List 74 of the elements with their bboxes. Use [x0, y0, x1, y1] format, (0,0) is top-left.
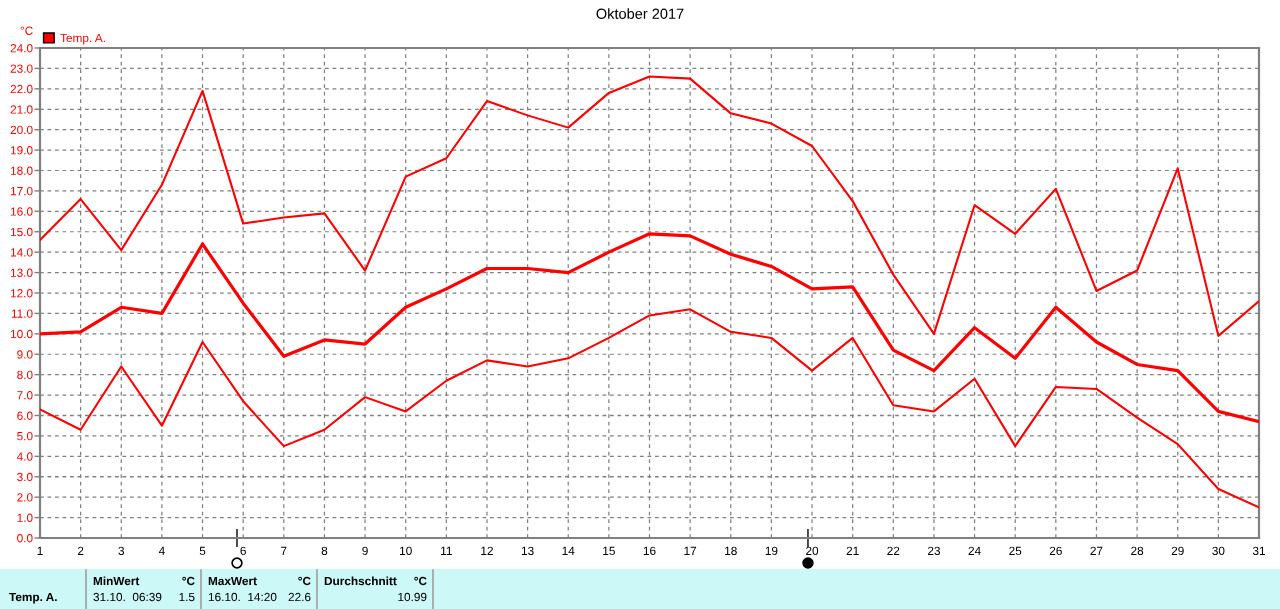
- x-tick-label: 28: [1131, 546, 1144, 555]
- x-tick-label: 31: [1252, 546, 1265, 555]
- chart-title: Oktober 2017: [596, 8, 684, 19]
- y-tick-label: 7.0: [17, 391, 33, 400]
- x-tick-label: 5: [199, 546, 206, 555]
- y-tick-label: 19.0: [10, 146, 33, 155]
- x-tick-label: 9: [362, 546, 368, 555]
- text: MinWert: [93, 576, 140, 586]
- x-tick-label: 18: [725, 546, 737, 555]
- y-tick-label: 2.0: [17, 493, 33, 502]
- x-tick-label: 3: [118, 546, 125, 555]
- text: MaxWert: [208, 576, 257, 586]
- y-axis-title: °C: [20, 26, 33, 35]
- y-tick-label: 8.0: [17, 370, 33, 380]
- x-tick-label: 13: [521, 546, 534, 555]
- y-tick-label: 6.0: [17, 411, 33, 420]
- x-tick-label: 17: [684, 546, 697, 555]
- y-tick-label: 5.0: [17, 431, 33, 441]
- x-tick-label: 6: [240, 546, 246, 555]
- y-tick-label: 21.0: [10, 105, 33, 114]
- y-tick-label: 23.0: [10, 64, 33, 73]
- text: Durchschnitt: [324, 576, 397, 586]
- text: °C: [414, 576, 427, 586]
- x-tick-label: 14: [562, 546, 575, 555]
- x-tick-label: 30: [1212, 546, 1225, 555]
- x-tick-label: 26: [1049, 546, 1062, 555]
- y-tick-label: 12.0: [10, 289, 33, 298]
- line-series: [40, 75, 1259, 337]
- line-series: [40, 308, 1259, 509]
- x-tick-label: 20: [806, 546, 819, 555]
- x-tick-label: 8: [321, 546, 328, 555]
- x-tick-label: 10: [400, 546, 412, 555]
- x-tick-label: 7: [281, 546, 287, 555]
- x-tick-label: 27: [1090, 546, 1103, 555]
- x-tick-label: 2: [77, 546, 84, 555]
- line-series: [40, 232, 1259, 424]
- x-tick-label: 24: [968, 546, 981, 555]
- x-tick-label: 15: [603, 546, 615, 555]
- x-tick-label: 4: [158, 546, 165, 555]
- y-tick-label: 18.0: [10, 166, 33, 175]
- y-tick-label: 11.0: [11, 309, 33, 318]
- x-tick-label: 21: [846, 546, 859, 555]
- x-tick-label: 23: [927, 546, 940, 555]
- text: Temp. A.: [9, 592, 57, 604]
- y-tick-label: 20.0: [10, 125, 33, 135]
- y-tick-label: 9.0: [17, 350, 33, 359]
- x-tick-label: 22: [887, 546, 900, 555]
- y-tick-label: 15.0: [10, 227, 33, 237]
- text: 31.10. 06:39: [93, 592, 162, 602]
- x-tick-label: 16: [643, 546, 656, 555]
- text: 22.6: [288, 592, 311, 602]
- y-tick-label: 14.0: [10, 248, 33, 257]
- x-tick-label: 1: [37, 546, 43, 555]
- text: °C: [182, 576, 195, 586]
- x-tick-label: 11: [441, 546, 452, 555]
- x-tick-label: 19: [765, 546, 778, 555]
- x-tick-label: 25: [1009, 546, 1022, 555]
- text: 1.5: [179, 592, 195, 602]
- x-tick-label: 12: [481, 546, 493, 555]
- y-tick-label: 16.0: [10, 207, 33, 216]
- y-tick-label: 22.0: [10, 84, 33, 94]
- x-tick-label: 29: [1171, 546, 1184, 555]
- y-tick-label: 0.0: [17, 534, 33, 543]
- text: 16.10. 14:20: [208, 592, 277, 602]
- y-tick-label: 3.0: [17, 472, 33, 482]
- y-tick-label: 1.0: [17, 513, 33, 522]
- y-tick-label: 10.0: [10, 329, 33, 339]
- text: 10.99: [398, 592, 427, 602]
- y-tick-label: 17.0: [10, 186, 33, 196]
- y-tick-label: 4.0: [16, 452, 33, 461]
- y-tick-label: 13.0: [10, 268, 33, 277]
- y-tick-label: 24.0: [10, 44, 33, 53]
- legend-label: Temp. A.: [60, 33, 105, 45]
- text: °C: [298, 576, 311, 586]
